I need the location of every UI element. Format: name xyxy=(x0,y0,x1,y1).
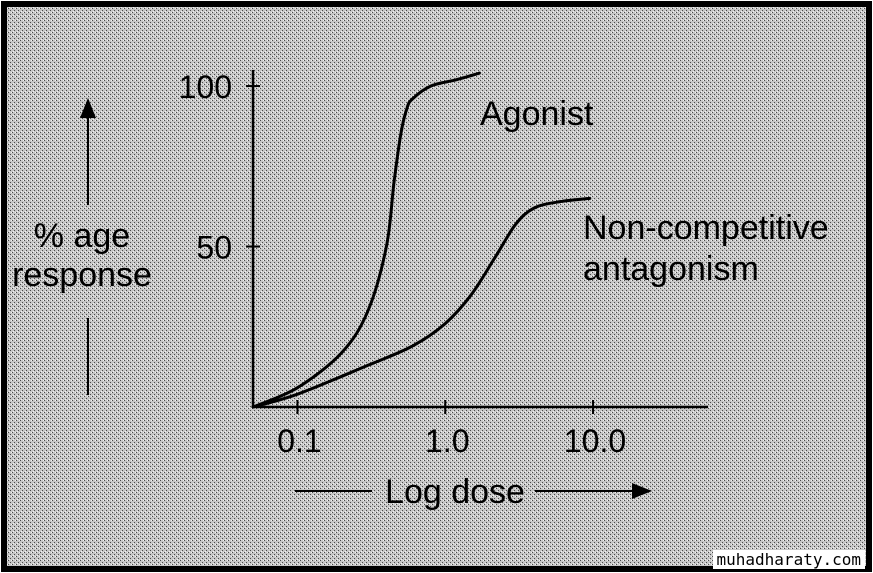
agonist-curve xyxy=(251,71,481,409)
tick-group: 0.1 1.0 10.0 50 100 xyxy=(179,69,627,459)
y-axis-label-line1: % age xyxy=(34,217,130,255)
y-axis-label-line2: response xyxy=(12,256,152,294)
watermark: muhadharaty.com xyxy=(712,550,865,569)
x-tick-label: 10.0 xyxy=(564,423,626,459)
curve-group xyxy=(251,71,592,409)
antagonism-label-line1: Non-competitive xyxy=(583,209,829,247)
antagonism-label-line2: antagonism xyxy=(583,250,759,288)
antagonism-curve xyxy=(251,196,592,409)
y-tick-label: 50 xyxy=(196,230,232,266)
x-tick-label: 0.1 xyxy=(277,423,321,459)
x-arrow-head xyxy=(632,483,652,499)
y-tick-label: 100 xyxy=(179,69,232,105)
x-axis-label: Log dose xyxy=(385,473,525,511)
x-tick-label: 1.0 xyxy=(425,423,469,459)
y-arrow-head xyxy=(80,98,96,118)
agonist-label: Agonist xyxy=(480,95,594,133)
